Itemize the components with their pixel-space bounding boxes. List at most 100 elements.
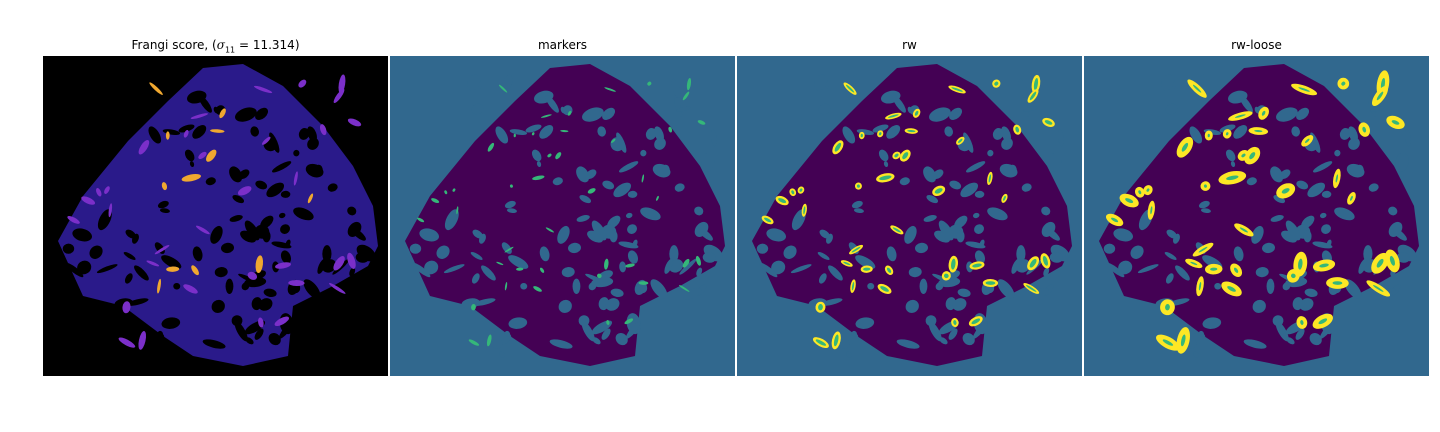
marker-region: [647, 81, 652, 86]
marker-region: [1300, 320, 1304, 325]
sigma-symbol: σ: [216, 38, 225, 52]
frangi-gap: [244, 220, 260, 241]
background-gap: [1370, 106, 1385, 112]
marker-region: [1239, 227, 1249, 233]
background-gap: [674, 97, 683, 118]
frangi-vessel: [138, 140, 150, 155]
frangi-gap: [173, 283, 181, 290]
background-gap: [679, 258, 697, 275]
frangi-gap: [329, 106, 344, 112]
frangi-gap: [159, 208, 170, 214]
background-gap: [650, 279, 668, 299]
background-gap: [1299, 298, 1314, 311]
frangi-gap: [307, 126, 317, 142]
marker-region: [1198, 246, 1208, 253]
background-gap: [419, 228, 439, 242]
frangi-gap: [231, 315, 243, 327]
marker-region: [1111, 217, 1119, 223]
frangi-vessel: [338, 74, 346, 94]
background-gap: [949, 107, 963, 121]
background-gap: [939, 337, 948, 345]
background-gap: [508, 255, 529, 269]
background-gap: [1339, 128, 1351, 140]
frangi-vessel: [118, 337, 136, 348]
frangi-gap: [254, 328, 264, 340]
marker-region: [504, 281, 508, 291]
background-gap: [640, 149, 647, 157]
background-gap: [561, 267, 575, 278]
frangi-gap: [229, 166, 243, 183]
background-gap: [851, 330, 857, 337]
background-gaps: [409, 74, 723, 358]
background-gap: [926, 194, 939, 204]
background-gap: [886, 125, 901, 139]
marker-region: [843, 261, 851, 266]
background-gap: [771, 260, 786, 275]
background-gap: [587, 230, 604, 243]
marker-region: [1044, 120, 1053, 125]
marker-region: [1190, 261, 1198, 266]
background-gap: [1365, 78, 1375, 98]
background-gap: [539, 125, 554, 139]
marker-region: [1210, 267, 1218, 271]
marker-region: [1026, 285, 1037, 292]
marker-region: [533, 286, 542, 292]
marker-region: [1362, 126, 1367, 133]
background-gap: [1118, 260, 1133, 275]
background-gap: [504, 200, 516, 209]
background-gap: [948, 328, 958, 340]
frangi-vessel: [154, 244, 170, 255]
background-gap: [1334, 207, 1355, 221]
frangi-gap: [278, 321, 294, 339]
frangi-vessel: [320, 124, 327, 136]
background-gap: [1363, 245, 1373, 263]
frangi-vessel: [206, 149, 217, 162]
frangi-gap: [258, 298, 273, 311]
frangi-gap: [62, 243, 75, 254]
frangi-gap: [268, 332, 281, 346]
background-gap: [545, 95, 559, 113]
frangi-vessel: [261, 136, 271, 145]
background-gap: [1358, 258, 1367, 274]
marker-region: [1254, 129, 1263, 133]
background-gap: [1049, 252, 1063, 263]
background-gap: [640, 207, 661, 221]
background-gap: [1348, 126, 1358, 142]
marker-region: [1261, 110, 1266, 116]
background-gap: [987, 207, 1008, 221]
marker-region: [972, 263, 982, 268]
background-gap: [1243, 339, 1267, 349]
marker-region: [468, 339, 480, 346]
background-gap: [1344, 279, 1362, 299]
background-gap: [974, 250, 986, 264]
background-gap: [694, 206, 704, 216]
rw-loose-canvas: [1084, 56, 1429, 376]
background-gap: [1016, 245, 1026, 263]
background-gap: [627, 250, 639, 264]
background-gap: [591, 220, 607, 241]
background-gap: [1239, 95, 1253, 113]
background-gap: [892, 95, 906, 113]
marker-region: [682, 91, 690, 101]
frangi-vessel: [165, 131, 170, 140]
background-gap: [999, 163, 1018, 178]
marker-region: [860, 133, 863, 138]
marker-region: [1150, 206, 1153, 215]
background-gap: [578, 315, 590, 327]
marker-region: [951, 87, 963, 92]
background-gap: [1286, 337, 1295, 345]
marker-region: [1225, 132, 1229, 136]
background-gap: [1219, 124, 1236, 133]
frangi-vessel: [219, 108, 226, 119]
background-gap: [597, 126, 606, 137]
marker-region: [686, 77, 692, 91]
background-gap: [669, 245, 679, 263]
background-gap: [1233, 125, 1248, 139]
marker-region: [1033, 77, 1039, 91]
marker-region: [851, 281, 855, 291]
background-gap: [539, 246, 550, 262]
frangi-vessel: [122, 301, 131, 314]
background-gap: [974, 224, 984, 234]
background-gap: [609, 230, 618, 243]
background-gap: [501, 242, 512, 254]
